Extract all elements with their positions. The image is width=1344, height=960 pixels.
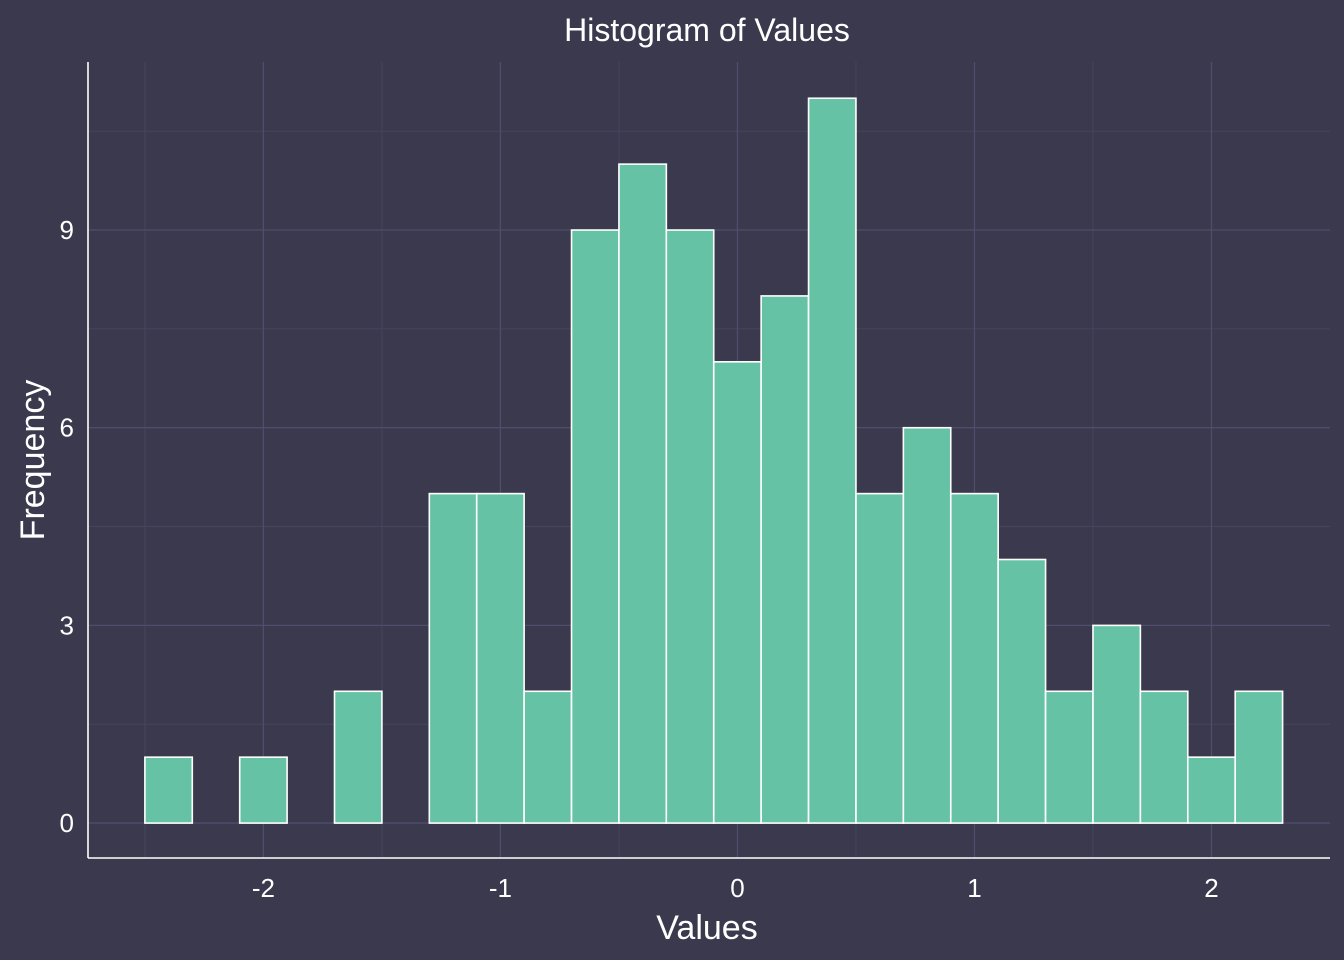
histogram-bar — [855, 492, 905, 824]
histogram-bar — [1044, 690, 1094, 824]
histogram-bar — [523, 690, 573, 824]
histogram-bar — [1139, 690, 1189, 824]
histogram-bar — [1186, 756, 1236, 824]
histogram-bar — [238, 756, 288, 824]
histogram-bar — [949, 492, 999, 824]
histogram-bar — [618, 163, 668, 824]
histogram-bar — [333, 690, 383, 824]
y-tick-label: 0 — [60, 808, 74, 838]
histogram-bar — [570, 229, 620, 824]
x-axis-title: Values — [656, 909, 757, 947]
histogram-bar — [144, 756, 194, 824]
histogram-bar — [902, 426, 952, 824]
y-tick-label: 9 — [60, 215, 74, 245]
x-tick-label: 2 — [1204, 873, 1218, 903]
tick-labels: -2 -1 0 1 2 0 3 6 9 — [60, 215, 1219, 903]
histogram-bar — [760, 295, 810, 824]
histogram-bar — [665, 229, 715, 824]
x-tick-label: -1 — [489, 873, 512, 903]
bars — [144, 97, 1284, 824]
histogram-bar — [997, 558, 1047, 824]
histogram-bar — [807, 97, 857, 824]
y-axis-title: Frequency — [14, 380, 52, 541]
axes — [87, 62, 1330, 859]
x-tick-label: 1 — [967, 873, 981, 903]
histogram-bar — [1092, 624, 1142, 824]
x-tick-label: 0 — [730, 873, 744, 903]
histogram-bar — [712, 361, 762, 824]
histogram-bar — [1234, 690, 1284, 824]
y-tick-label: 3 — [60, 610, 74, 640]
x-tick-label: -2 — [252, 873, 275, 903]
histogram-bar — [428, 492, 478, 824]
y-tick-label: 6 — [60, 413, 74, 443]
chart-title: Histogram of Values — [564, 12, 850, 48]
histogram-bar — [475, 492, 525, 824]
